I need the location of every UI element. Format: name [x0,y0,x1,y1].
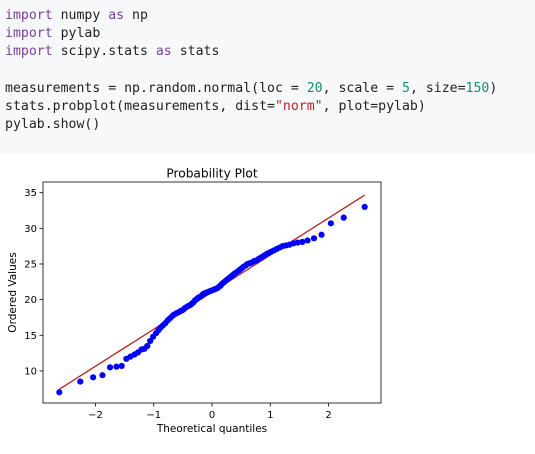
y-tick-label: 15 [24,331,37,342]
code-line: measurements = np.random.normal(loc = 20… [5,80,535,98]
code-token: stats [171,44,220,60]
code-token: "norm" [274,98,323,114]
y-tick-label: 20 [24,295,37,306]
code-token: , size= [409,80,466,96]
data-point [318,231,325,238]
code-line: pylab.show() [5,116,535,134]
data-point [304,237,311,244]
x-axis-label: Theoretical quantiles [156,423,267,435]
data-point [118,362,125,370]
data-point [361,203,368,211]
code-line: stats.probplot(measurements, dist="norm"… [5,98,535,116]
code-token: , scale = [322,80,402,96]
y-tick-label: 10 [24,366,37,377]
code-token: pylab [52,26,101,42]
data-point [113,363,120,370]
code-token: pylab.show() [5,117,101,133]
code-token: np [124,8,148,23]
data-point [56,389,63,396]
code-token: scipy.stats [52,44,156,60]
code-token: import [5,8,53,23]
code-line [5,62,535,80]
data-point [340,214,347,221]
chart-svg: Probability Plot −2 −1 0 1 2 10 15 20 25 30 35 The… [7,167,382,435]
code-token: import [5,26,53,42]
data-point [310,235,318,242]
code-token: stats.probplot(measurements, dist= [5,98,275,114]
code-token: as [108,8,125,23]
code-token: ) [489,80,498,96]
data-point [144,342,151,350]
data-point [327,220,334,227]
code-token: measurements = np.random.normal(loc = [5,80,307,96]
y-axis-label: Ordered Values [7,252,19,332]
y-tick-label: 35 [24,188,37,199]
probability-plot: Probability Plot −2 −1 0 1 2 10 15 20 25 30 35 The… [0,160,400,449]
x-tick-label: 1 [267,410,273,421]
code-cell[interactable]: import numpy as np import pylab import sci… [0,0,535,154]
data-point [299,238,306,245]
code-token: 5 [402,80,410,96]
data-point [77,378,84,385]
x-tick-label: 2 [325,410,331,421]
plot-marks [56,194,368,396]
chart-title: Probability Plot [166,167,257,181]
code-token: 20 [306,80,323,96]
code-token: as [155,44,172,60]
data-point [294,239,301,246]
x-tick-label: 0 [209,410,215,421]
code-line: import numpy as np [5,7,535,25]
y-tick-label: 30 [24,224,37,235]
x-tick-label: −1 [146,410,161,421]
code-line: import scipy.stats as stats [5,43,535,61]
data-point [90,374,97,381]
data-point [99,372,106,379]
code-token: import [5,44,53,60]
code-lines: import numpy as np import pylab import sci… [5,7,535,134]
code-line: import pylab [5,25,535,43]
data-point [106,364,114,371]
code-token: numpy [52,8,109,23]
code-token: , plot=pylab) [322,98,426,114]
code-token: 150 [465,80,490,96]
y-tick-label: 25 [24,259,37,270]
x-tick-label: −2 [88,410,103,421]
axes: −2 −1 0 1 2 10 15 20 25 30 35 [24,188,331,421]
